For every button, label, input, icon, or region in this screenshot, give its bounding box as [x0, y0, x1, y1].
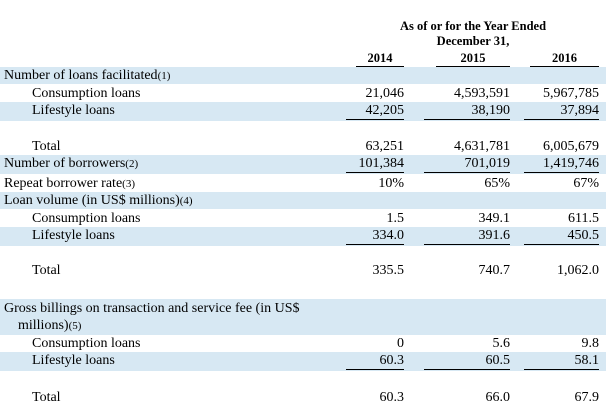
row-label: Repeat borrower rate(3)	[4, 176, 135, 191]
cell-2014: 42,205	[346, 102, 404, 120]
row-label: Total	[32, 263, 61, 278]
cell-2015: 391.6	[424, 227, 510, 245]
cell-2014: 60.3	[346, 352, 404, 370]
table-row: Repeat borrower rate(3) 10% 65% 67%	[0, 175, 606, 192]
cell-2015: 60.5	[424, 352, 510, 370]
cell-2014: 334.0	[346, 227, 404, 245]
row-label: Lifestyle loans	[32, 353, 115, 368]
cell-2015: 38,190	[424, 102, 510, 120]
cell-2015: 740.7	[478, 263, 511, 278]
cell-2016: 67%	[573, 176, 599, 191]
cell-2014: 60.3	[379, 390, 405, 405]
row-label: Total	[32, 390, 61, 405]
period-date: December 31,	[436, 34, 510, 48]
year-header-2016: 2016	[552, 51, 577, 65]
cell-2016: 1,062.0	[557, 263, 599, 278]
cell-2014: 10%	[378, 176, 404, 191]
year-header-2014: 2014	[367, 51, 393, 65]
footnote-ref: (2)	[125, 158, 139, 170]
table-row: Number of loans facilitated(1)	[0, 67, 606, 84]
table-row: Total 60.3 66.0 67.9	[0, 389, 606, 406]
period-heading: As of or for the Year Ended	[399, 19, 547, 33]
table-row: Total 335.5 740.7 1,062.0	[0, 262, 606, 279]
cell-2016: 67.9	[574, 390, 600, 405]
table-row: Lifestyle loans 60.3 60.5 58.1	[0, 352, 606, 371]
year-underline	[356, 66, 404, 67]
table-row: Lifestyle loans 334.0 391.6 450.5	[0, 227, 606, 246]
cell-2015: 66.0	[485, 390, 511, 405]
cell-2016: 5,967,785	[543, 86, 599, 101]
table-row: Gross billings on transaction and servic…	[0, 299, 606, 335]
footnote-ref: (3)	[122, 178, 135, 190]
cell-2015: 65%	[484, 176, 510, 191]
year-header-2015: 2015	[460, 51, 486, 65]
cell-2015: 4,631,781	[454, 139, 510, 154]
cell-2016: 58.1	[524, 352, 599, 370]
cell-2015: 5.6	[492, 336, 511, 351]
row-label-continued: millions)(5)	[18, 318, 82, 333]
row-label: Number of borrowers(2)	[4, 156, 139, 171]
cell-2016: 6,005,679	[543, 139, 599, 154]
year-underline	[530, 66, 599, 67]
cell-2016: 9.8	[581, 336, 600, 351]
cell-2014: 0	[397, 336, 404, 351]
cell-2014: 1.5	[386, 211, 405, 226]
row-label: Number of loans facilitated(1)	[4, 68, 171, 83]
row-label: Gross billings on transaction and servic…	[4, 301, 300, 316]
table-row: Consumption loans 0 5.6 9.8	[0, 335, 606, 352]
footnote-ref: (1)	[157, 70, 171, 82]
cell-2014: 63,251	[365, 139, 405, 154]
cell-2014: 21,046	[365, 86, 405, 101]
table-row: Lifestyle loans 42,205 38,190 37,894	[0, 102, 606, 121]
row-label: Consumption loans	[32, 336, 141, 351]
table-row: Consumption loans 21,046 4,593,591 5,967…	[0, 85, 606, 102]
cell-2016: 450.5	[524, 227, 599, 245]
cell-2015: 4,593,591	[454, 86, 510, 101]
row-label: Lifestyle loans	[32, 103, 115, 118]
row-label: Lifestyle loans	[32, 228, 115, 243]
row-label: Total	[32, 139, 61, 154]
row-label: Consumption loans	[32, 211, 141, 226]
year-underline	[436, 66, 510, 67]
cell-2015: 701,019	[424, 155, 510, 173]
table-row: Loan volume (in US$ millions)(4)	[0, 192, 606, 209]
footnote-ref: (4)	[179, 195, 193, 207]
cell-2016: 1,419,746	[524, 155, 599, 173]
footnote-ref: (5)	[68, 320, 82, 332]
cell-2014: 101,384	[346, 155, 404, 173]
cell-2016: 611.5	[568, 211, 599, 226]
table-row: Total 63,251 4,631,781 6,005,679	[0, 138, 606, 155]
row-label: Consumption loans	[32, 86, 141, 101]
table-row: Consumption loans 1.5 349.1 611.5	[0, 210, 606, 227]
row-label: Loan volume (in US$ millions)(4)	[4, 193, 193, 208]
cell-2016: 37,894	[524, 102, 599, 120]
cell-2014: 335.5	[372, 263, 405, 278]
table-row: Number of borrowers(2) 101,384 701,019 1…	[0, 155, 606, 174]
cell-2015: 349.1	[478, 211, 511, 226]
